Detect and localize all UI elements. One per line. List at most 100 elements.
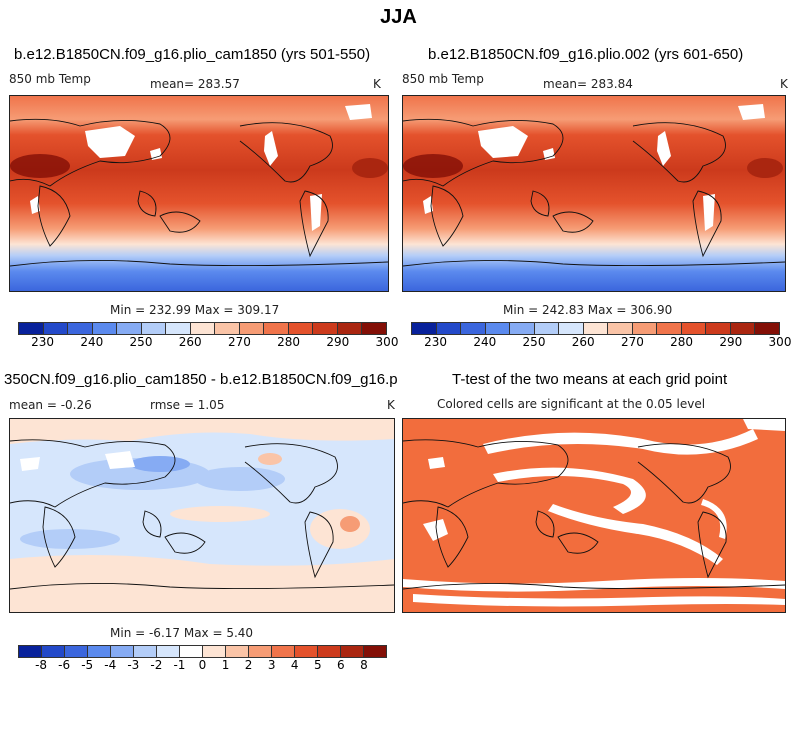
- colorbar-tick-label: 280: [277, 335, 301, 349]
- colorbar-bottom-left: [18, 645, 387, 658]
- colorbar-tick-label: 230: [31, 335, 55, 349]
- colorbar-tick-label: -4: [104, 658, 117, 672]
- colorbar-swatch: [657, 323, 682, 334]
- colorbar-swatch: [318, 646, 341, 657]
- colorbar-swatch: [92, 323, 118, 334]
- colorbar-swatch: [180, 646, 203, 657]
- colorbar-tick-label: -8: [35, 658, 48, 672]
- colorbar-ticks-top-right: 230 240 250 260 270 280 290 300: [411, 335, 791, 351]
- colorbar-swatch: [730, 323, 756, 334]
- colorbar-swatch: [42, 646, 65, 657]
- colorbar-tick-label: -6: [58, 658, 71, 672]
- colorbar-swatch: [134, 646, 157, 657]
- colorbar-tick-label: 6: [337, 658, 345, 672]
- colorbar-swatch: [249, 646, 272, 657]
- colorbar-tick-label: 270: [620, 335, 644, 349]
- colorbar-swatch: [681, 323, 707, 334]
- colorbar-swatch: [111, 646, 134, 657]
- colorbar-swatch: [19, 323, 44, 334]
- colorbar-swatch: [510, 323, 535, 334]
- colorbar-tick-label: -3: [127, 658, 140, 672]
- colorbar-tick-label: 8: [360, 658, 368, 672]
- colorbar-tick-label: -1: [173, 658, 186, 672]
- units-label-bottom-left: K: [387, 398, 395, 412]
- colorbar-swatch: [272, 646, 295, 657]
- colorbar-swatch: [264, 323, 289, 334]
- colorbar-top-left: [18, 322, 387, 335]
- colorbar-tick-label: 230: [424, 335, 448, 349]
- colorbar-tick-label: 0: [198, 658, 207, 672]
- colorbar-ticks-top-left: 230 240 250 260 270 280 290 300: [18, 335, 398, 351]
- colorbar-tick-label: 5: [313, 658, 322, 672]
- colorbar-tick-label: 260: [571, 335, 595, 349]
- colorbar-top-right: [411, 322, 780, 335]
- colorbar-swatch: [364, 646, 386, 657]
- colorbar-swatch: [485, 323, 511, 334]
- colorbar-swatch: [117, 323, 142, 334]
- colorbar-swatch: [412, 323, 437, 334]
- panel-title-bottom-right: T-test of the two means at each grid poi…: [452, 371, 728, 388]
- colorbar-swatch: [43, 323, 69, 334]
- colorbar-tick-label: 4: [290, 658, 299, 672]
- colorbar-swatch: [341, 646, 364, 657]
- panel-title-top-right: b.e12.B1850CN.f09_g16.plio.002 (yrs 601-…: [428, 46, 744, 63]
- units-label-top-left: K: [373, 77, 381, 91]
- mean-label-bottom-left: mean = -0.26: [9, 398, 92, 412]
- panel-title-top-left: b.e12.B1850CN.f09_g16.plio_cam1850 (yrs …: [14, 46, 371, 63]
- temperature-map-top-right: [402, 95, 786, 292]
- units-label-top-right: K: [780, 77, 788, 91]
- colorbar-swatch: [436, 323, 462, 334]
- colorbar-swatch: [337, 323, 363, 334]
- colorbar-tick-label: -5: [81, 658, 94, 672]
- colorbar-tick-label: 290: [326, 335, 350, 349]
- colorbar-swatch: [583, 323, 609, 334]
- minmax-label-top-right: Min = 242.83 Max = 306.90: [503, 303, 673, 317]
- colorbar-tick-label: 280: [670, 335, 694, 349]
- temperature-map-top-left: [9, 95, 389, 292]
- colorbar-swatch: [190, 323, 216, 334]
- colorbar-swatch: [19, 646, 42, 657]
- colorbar-tick-label: 3: [267, 658, 276, 672]
- figure-title: JJA: [380, 6, 417, 28]
- panel-subtitle-bottom-right: Colored cells are significant at the 0.0…: [437, 397, 706, 411]
- colorbar-swatch: [534, 323, 560, 334]
- variable-label-top-right: 850 mb Temp: [402, 72, 484, 86]
- colorbar-swatch: [215, 323, 240, 334]
- colorbar-tick-label: 300: [768, 335, 792, 349]
- colorbar-swatch: [141, 323, 167, 334]
- colorbar-tick-label: -2: [150, 658, 163, 672]
- colorbar-swatch: [68, 323, 93, 334]
- colorbar-swatch: [157, 646, 180, 657]
- colorbar-swatch: [461, 323, 486, 334]
- colorbar-tick-label: 240: [80, 335, 104, 349]
- colorbar-swatch: [313, 323, 338, 334]
- colorbar-swatch: [226, 646, 249, 657]
- colorbar-swatch: [166, 323, 191, 334]
- colorbar-swatch: [755, 323, 779, 334]
- colorbar-swatch: [362, 323, 386, 334]
- colorbar-swatch: [88, 646, 111, 657]
- colorbar-swatch: [608, 323, 633, 334]
- significance-map: [402, 418, 786, 613]
- colorbar-ticks-bottom-left: -8 -6 -5 -4 -3 -2 -1 0 1 2 3 4 5 6 8: [18, 658, 387, 674]
- colorbar-tick-label: 300: [375, 335, 399, 349]
- colorbar-swatch: [288, 323, 314, 334]
- panel-title-bottom-left: 350CN.f09_g16.plio_cam1850 - b.e12.B1850…: [4, 371, 397, 388]
- colorbar-swatch: [295, 646, 318, 657]
- minmax-label-top-left: Min = 232.99 Max = 309.17: [110, 303, 280, 317]
- difference-map: [9, 418, 395, 613]
- colorbar-swatch: [632, 323, 658, 334]
- colorbar-swatch: [203, 646, 226, 657]
- colorbar-tick-label: 1: [221, 658, 230, 672]
- colorbar-tick-label: 270: [227, 335, 251, 349]
- mean-label-top-right: mean= 283.84: [543, 77, 633, 91]
- rmse-label-bottom-left: rmse = 1.05: [150, 398, 225, 412]
- variable-label-top-left: 850 mb Temp: [9, 72, 91, 86]
- mean-label-top-left: mean= 283.57: [150, 77, 240, 91]
- colorbar-swatch: [706, 323, 731, 334]
- colorbar-tick-label: 260: [178, 335, 202, 349]
- colorbar-swatch: [65, 646, 88, 657]
- colorbar-tick-label: 290: [719, 335, 743, 349]
- minmax-label-bottom-left: Min = -6.17 Max = 5.40: [110, 626, 254, 640]
- colorbar-tick-label: 250: [129, 335, 153, 349]
